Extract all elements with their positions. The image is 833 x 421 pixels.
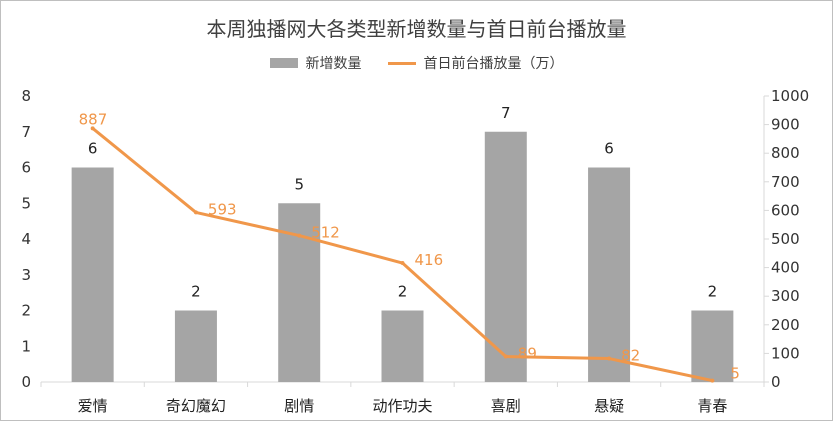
y-left-tick-label: 0 [21, 373, 31, 391]
legend-label-bar: 新增数量 [305, 56, 362, 72]
x-category-label: 爱情 [78, 397, 108, 415]
x-category-label: 喜剧 [491, 397, 521, 415]
y-right-tick-label: 600 [771, 201, 800, 219]
line-point [710, 378, 715, 383]
line-value-label: 5 [730, 365, 740, 383]
line-value-label: 82 [621, 347, 640, 365]
line-value-label: 89 [518, 345, 537, 363]
line-point [90, 126, 95, 131]
y-right-tick-label: 500 [771, 230, 800, 248]
bar [174, 310, 217, 382]
y-right-tick-label: 800 [771, 144, 800, 162]
line-value-label: 887 [79, 110, 108, 128]
y-left-tick-label: 4 [21, 230, 31, 248]
line-value-label: 593 [208, 200, 237, 218]
y-left-tick-label: 8 [21, 87, 31, 105]
bar-value-label: 2 [398, 283, 408, 301]
bar-value-label: 6 [88, 140, 98, 158]
y-right-tick-label: 200 [771, 316, 800, 334]
y-left-tick-label: 1 [21, 337, 31, 355]
line-point [297, 233, 302, 238]
y-right-tick-label: 700 [771, 173, 800, 191]
legend-swatch-line [387, 61, 416, 65]
x-category-label: 悬疑 [594, 397, 624, 415]
legend-swatch-bar [269, 58, 298, 68]
y-left-tick-label: 7 [21, 123, 31, 141]
line-point [193, 210, 198, 215]
legend-item-bar: 新增数量 [269, 53, 362, 73]
bar [71, 167, 114, 382]
x-category-label: 青春 [697, 397, 727, 415]
y-left-tick-label: 5 [21, 194, 31, 212]
line-point [400, 261, 405, 266]
bar [381, 310, 424, 382]
y-right-tick-label: 300 [771, 287, 800, 305]
line-point [503, 354, 508, 359]
y-right-tick-label: 1000 [771, 87, 809, 105]
line-value-label: 416 [415, 251, 444, 269]
bar-value-label: 5 [294, 175, 304, 193]
chart-title: 本周独播网大各类型新增数量与首日前台播放量 [206, 17, 627, 41]
y-right-tick-label: 0 [771, 373, 781, 391]
y-left-tick-label: 6 [21, 159, 31, 177]
bar-value-label: 2 [191, 283, 201, 301]
y-left-tick-label: 3 [21, 266, 31, 284]
y-right-tick-label: 100 [771, 344, 800, 362]
x-category-label: 奇幻魔幻 [166, 397, 226, 415]
x-category-label: 动作功夫 [372, 397, 432, 415]
legend-label-line: 首日前台播放量（万） [423, 56, 564, 72]
y-right-tick-label: 900 [771, 116, 800, 134]
bar [691, 310, 734, 382]
bar-value-label: 2 [708, 283, 718, 301]
y-left-tick-label: 2 [21, 302, 31, 320]
bar [588, 167, 631, 382]
line-point [607, 356, 612, 361]
x-category-label: 剧情 [284, 397, 314, 415]
bar-value-label: 7 [501, 104, 511, 122]
chart-legend: 新增数量 首日前台播放量（万） [1, 53, 832, 73]
legend-item-line: 首日前台播放量（万） [387, 53, 564, 73]
line-value-label: 512 [311, 224, 340, 242]
bar [484, 131, 527, 382]
bar-value-label: 6 [604, 140, 614, 158]
y-right-tick-label: 400 [771, 259, 800, 277]
